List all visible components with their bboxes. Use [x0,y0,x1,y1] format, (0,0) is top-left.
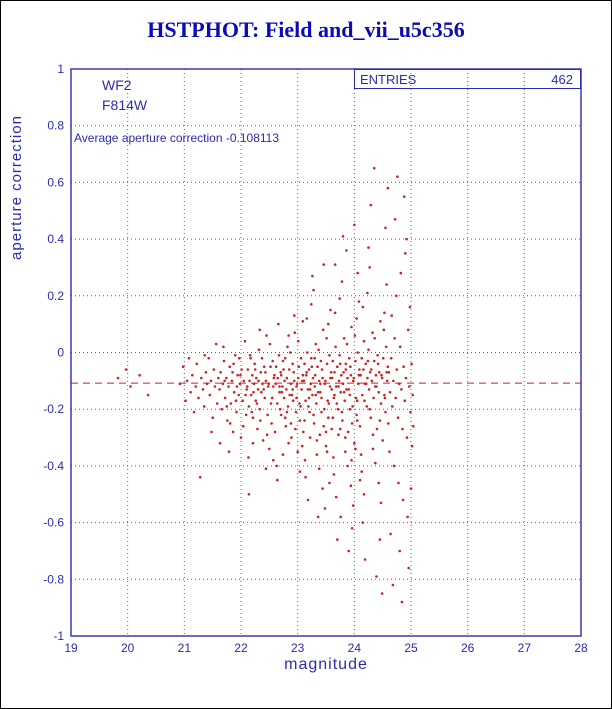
y-tick-label: -0.2 [43,402,64,416]
y-axis-label: aperture correction [7,114,25,260]
y-tick-label: 0.6 [47,175,64,189]
y-tick-label: 1 [57,62,64,76]
detector-label: WF2 [102,77,132,93]
y-axis-label-wrap: aperture correction [3,71,29,303]
x-tick-label: 21 [178,641,192,655]
scatter-points [116,166,415,604]
x-tick-label: 19 [64,641,78,655]
entries-value: 462 [551,71,573,87]
x-tick-label: 25 [404,641,418,655]
average-annotation: Average aperture correction -0.108113 [74,131,280,145]
y-tick-label: 0.2 [47,289,64,303]
x-tick-label: 20 [121,641,135,655]
y-tick-label: 0 [57,346,64,360]
x-tick-label: 23 [291,641,305,655]
grid-lines [70,68,582,637]
chart-title: HSTPHOT: Field and_vii_u5c356 [147,17,465,42]
entries-label: ENTRIES [360,71,417,87]
plot-frame [70,68,582,637]
y-tick-label: -0.6 [43,516,64,530]
x-axis-label: magnitude [284,656,368,673]
x-tick-label: 22 [234,641,248,655]
y-tick-label: 0.8 [47,119,64,133]
y-tick-label: -0.4 [43,459,64,473]
filter-label: F814W [102,97,148,113]
x-tick-label: 27 [518,641,532,655]
x-tick-label: 26 [461,641,475,655]
y-tick-label: 0.4 [47,232,64,246]
tick-labels: 19 20 21 22 23 24 25 26 27 28 -1 -0.8 -0.6 -0.4 -0.2 0 0… [43,62,588,655]
y-tick-label: -0.8 [43,572,64,586]
y-tick-label: -1 [53,629,64,643]
x-tick-label: 24 [348,641,362,655]
x-tick-label: 28 [574,641,588,655]
stats-box: ENTRIES 462 [354,69,581,89]
